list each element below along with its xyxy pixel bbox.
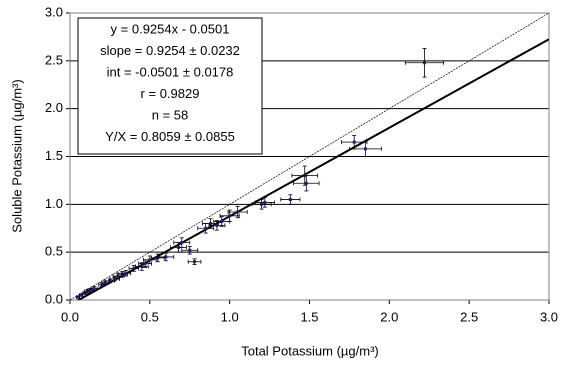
point	[143, 262, 147, 266]
y-tick-label: 1.5	[45, 148, 63, 163]
y-axis-title: Soluble Potassium (µg/m³)	[9, 79, 24, 232]
x-tick-label: 3.0	[540, 309, 558, 324]
annotation-frame	[77, 17, 263, 155]
x-tick-label: 0.5	[141, 309, 159, 324]
annotation-line: y = 0.9254x - 0.0501	[111, 21, 230, 36]
annotation-line: n = 58	[152, 107, 189, 122]
y-tick-label: 2.5	[45, 52, 63, 67]
point	[220, 220, 224, 224]
point	[263, 200, 267, 204]
x-tick-label: 2.5	[460, 309, 478, 324]
point	[363, 147, 367, 151]
point	[288, 198, 292, 202]
point	[180, 241, 184, 245]
x-axis-title: Total Potassium (µg/m³)	[241, 343, 379, 358]
point	[209, 221, 213, 225]
plot-area	[70, 13, 549, 300]
x-tick-label: 2.0	[380, 309, 398, 324]
point	[76, 295, 80, 299]
x-tick-label: 0.0	[61, 309, 79, 324]
y-tick-label: 0.5	[45, 244, 63, 259]
point	[204, 226, 208, 230]
y-tick-label: 2.0	[45, 100, 63, 115]
point	[92, 287, 96, 291]
annotation-line: slope = 0.9254 ± 0.0232	[100, 43, 240, 58]
point	[79, 293, 83, 297]
point	[124, 271, 128, 275]
point	[352, 140, 356, 144]
point	[236, 210, 240, 214]
point	[113, 277, 117, 281]
annotation-line: int = -0.0501 ± 0.0178	[107, 64, 234, 79]
point	[140, 265, 144, 269]
one-to-one-line	[70, 13, 549, 300]
point	[304, 181, 308, 185]
y-tick-label: 0.0	[45, 291, 63, 306]
annotation-line: Y/X = 0.8059 ± 0.0855	[105, 129, 235, 144]
point	[177, 245, 181, 249]
annotation-box: y = 0.9254x - 0.0501 slope = 0.9254 ± 0.0…	[77, 17, 263, 155]
x-tick-label: 1.0	[221, 309, 239, 324]
y-tick-label: 1.0	[45, 196, 63, 211]
annotation-line: r = 0.9829	[141, 86, 200, 101]
plot-frame	[69, 12, 550, 301]
point	[193, 260, 197, 264]
point	[215, 223, 219, 227]
point	[164, 255, 168, 259]
point	[148, 258, 152, 262]
point	[260, 202, 264, 206]
y-tick-label: 3.0	[45, 4, 63, 19]
point	[188, 248, 192, 252]
point	[121, 272, 125, 276]
x-tick-label: 1.5	[300, 309, 318, 324]
point	[132, 266, 136, 270]
point	[228, 214, 232, 218]
point	[422, 61, 426, 65]
